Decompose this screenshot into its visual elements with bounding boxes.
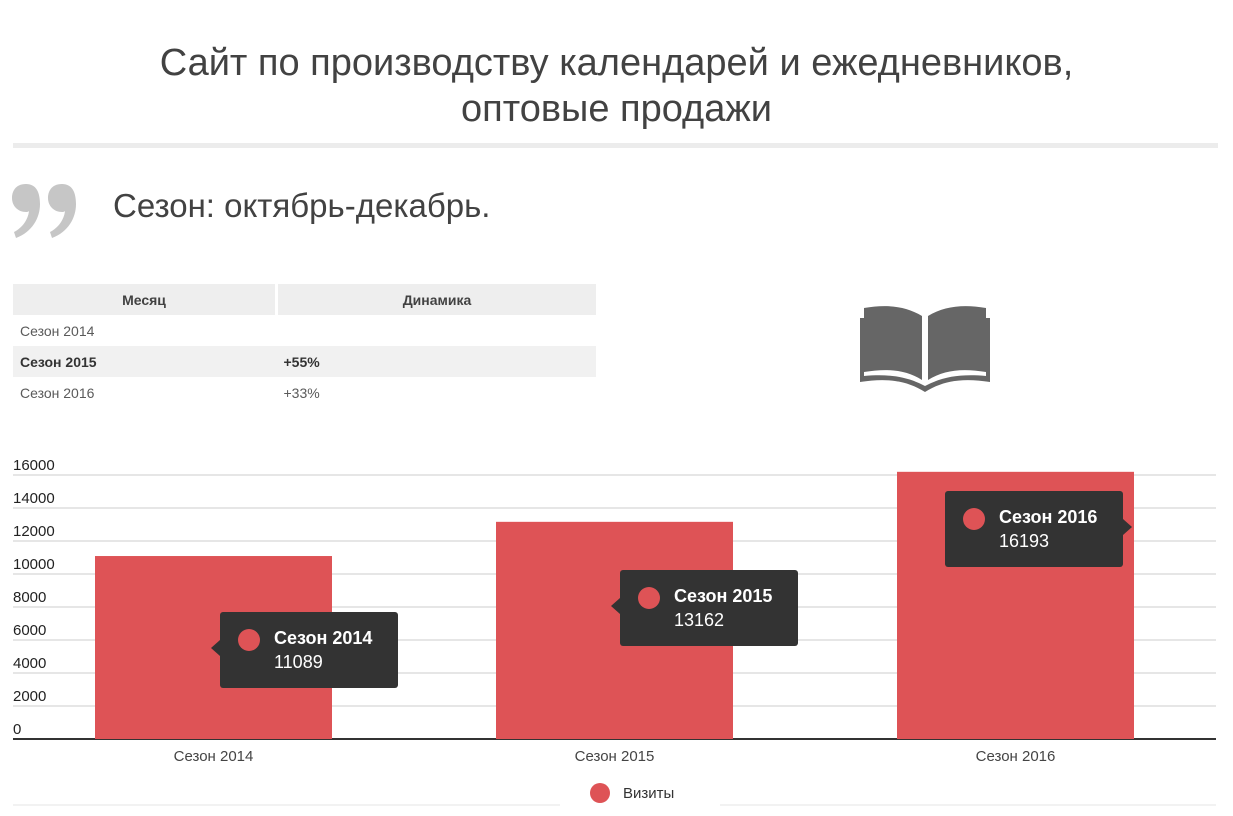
table-cell-value: +55% [276,346,596,377]
legend-marker [590,783,610,803]
legend: Визиты [13,783,1216,806]
table-cell-label: Сезон 2014 [20,322,95,339]
table-cell-value: +33% [283,384,320,401]
table-cell-value [277,315,597,346]
x-tick-label: Сезон 2016 [976,748,1056,765]
tooltip-value: 16193 [999,531,1049,551]
y-tick-label: 0 [13,721,21,738]
bars [95,471,1134,739]
y-tick-label: 8000 [13,589,46,606]
table-header-row: Месяц Динамика [13,284,596,315]
quote-icon [12,184,76,238]
tooltip: Сезон 2016 16193 [945,491,1132,567]
table-row: Сезон 2016 +33% [13,377,596,408]
y-tick-label: 14000 [13,490,55,507]
tooltip-title: Сезон 2016 [999,507,1097,527]
tooltip-marker [963,508,985,530]
table-row: Сезон 2015 +55% [13,346,596,377]
x-tick-label: Сезон 2014 [174,748,254,765]
tooltip-marker [238,629,260,651]
tooltip-value: 11089 [274,652,323,672]
page-title-line2: оптовые продажи [461,88,772,130]
tooltip: Сезон 2015 13162 [611,570,798,646]
page-title-line1: Сайт по производству календарей и ежедне… [159,42,1074,84]
tooltip-marker [638,587,660,609]
tooltip-value: 13162 [674,610,724,630]
tooltips: Сезон 2014 11089 Сезон 2015 13162 Сезон 2016… [211,491,1132,688]
x-tick-label: Сезон 2015 [575,748,655,765]
table-row: Сезон 2014 [13,315,596,346]
tooltip-title: Сезон 2015 [674,586,772,606]
table-cell-label: Сезон 2016 [20,384,95,401]
title-divider [13,143,1218,148]
x-axis-ticks: Сезон 2014 Сезон 2015 Сезон 2016 [174,748,1056,765]
y-tick-label: 10000 [13,556,55,573]
y-axis-ticks: 0 2000 4000 6000 8000 10000 12000 14000 16000 [13,457,55,738]
y-tick-label: 16000 [13,457,55,474]
tooltip-title: Сезон 2014 [274,628,372,648]
table-cell-label: Сезон 2015 [13,346,277,377]
y-tick-label: 4000 [13,655,46,672]
open-book-icon [860,306,990,392]
y-tick-label: 6000 [13,622,46,639]
y-tick-label: 12000 [13,523,55,540]
legend-label[interactable]: Визиты [623,785,674,802]
dynamics-table: Месяц Динамика Сезон 2014 Сезон 2015 +55… [13,284,596,408]
page-title: Сайт по производству календарей и ежедне… [0,40,1233,132]
tooltip: Сезон 2014 11089 [211,612,398,688]
table-header-dynamics: Динамика [275,284,596,315]
table-header-month: Месяц [13,284,277,315]
visits-bar-chart: 0 2000 4000 6000 8000 10000 12000 14000 16000 Се… [13,457,1216,806]
season-note: Сезон: октябрь-декабрь. [113,187,491,224]
y-tick-label: 2000 [13,688,46,705]
